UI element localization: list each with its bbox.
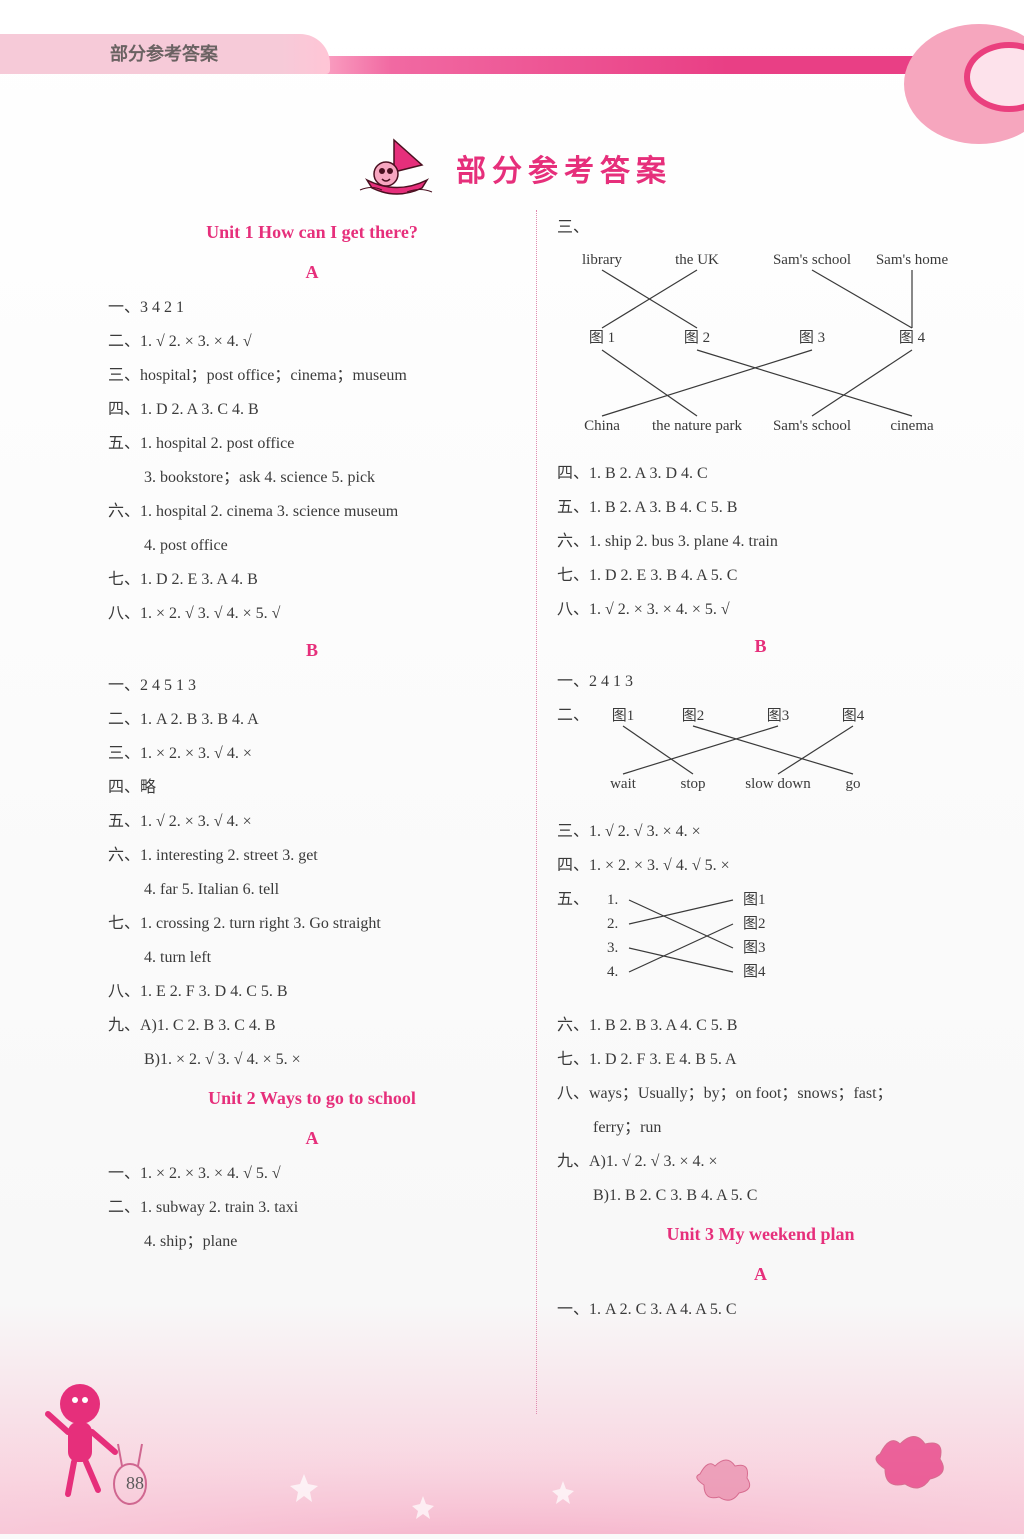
svg-text:图 2: 图 2 (684, 329, 710, 346)
match-diagram-3: 1. 2. 3. 4. 图1 图2 图3 图4 (593, 890, 793, 1002)
ans-line: 五、1. hospital 2. post office (108, 428, 516, 460)
ans-line: 二、1. subway 2. train 3. taxi (108, 1192, 516, 1224)
section-a2: A (108, 1120, 516, 1156)
svg-text:图1: 图1 (612, 707, 635, 724)
section-a3: A (557, 1256, 964, 1292)
ans-line: 九、A)1. C 2. B 3. C 4. B (108, 1010, 516, 1042)
ans-line: 八、1. √ 2. × 3. × 4. × 5. √ (557, 594, 964, 626)
svg-text:图 1: 图 1 (589, 329, 615, 346)
match-diagram-2: 图1 图2 图3 图4 wait stop slow down go (593, 706, 893, 808)
svg-text:Sam's home: Sam's home (876, 252, 949, 268)
ans-line: 六、1. interesting 2. street 3. get (108, 840, 516, 872)
section-a: A (108, 254, 516, 290)
left-column: Unit 1 How can I get there? A 一、3 4 2 1 … (108, 210, 536, 1414)
ans-line: 九、A)1. √ 2. √ 3. × 4. × (557, 1146, 964, 1178)
svg-text:stop: stop (681, 776, 706, 792)
unit1-title: Unit 1 How can I get there? (108, 214, 516, 250)
ans-line: 二、1. A 2. B 3. B 4. A (108, 704, 516, 736)
page-number: 88 (126, 1473, 144, 1494)
ans-line: 五、1. √ 2. × 3. √ 4. × (108, 806, 516, 838)
ans-line: 一、2 4 5 1 3 (108, 670, 516, 702)
ans-line: 四、略 (108, 772, 516, 804)
svg-text:slow down: slow down (745, 776, 811, 792)
svg-text:the UK: the UK (675, 252, 719, 268)
svg-text:图1: 图1 (743, 891, 766, 908)
section-b: B (108, 632, 516, 668)
ans-line: 六、1. hospital 2. cinema 3. science museu… (108, 496, 516, 528)
svg-text:图2: 图2 (682, 707, 705, 724)
svg-text:2.: 2. (607, 916, 618, 932)
ans-line: 四、1. B 2. A 3. D 4. C (557, 458, 964, 490)
svg-text:图4: 图4 (842, 707, 865, 724)
match-diagram-1: library the UK Sam's school Sam's home 图 1 图 … (557, 250, 964, 452)
unit3-title: Unit 3 My weekend plan (557, 1216, 964, 1252)
ans-line: ferry；run (557, 1112, 964, 1144)
svg-text:library: library (582, 252, 622, 268)
ans-line: 五、 (557, 891, 589, 908)
ans-line: 一、1. A 2. C 3. A 4. A 5. C (557, 1294, 964, 1326)
svg-text:Sam's school: Sam's school (773, 252, 851, 268)
header-bar: 部分参考答案 (0, 34, 1024, 80)
ans-line: 一、1. × 2. × 3. × 4. √ 5. √ (108, 1158, 516, 1190)
svg-text:图 4: 图 4 (899, 329, 926, 346)
ans-line: 四、1. × 2. × 3. √ 4. √ 5. × (557, 850, 964, 882)
ans-line: 一、2 4 1 3 (557, 666, 964, 698)
svg-text:cinema: cinema (890, 418, 934, 434)
svg-text:图2: 图2 (743, 915, 766, 932)
svg-text:go: go (846, 776, 861, 792)
svg-text:4.: 4. (607, 964, 618, 980)
svg-text:Sam's school: Sam's school (773, 418, 851, 434)
svg-text:图3: 图3 (767, 707, 790, 724)
section-b-right: B (557, 628, 964, 664)
ans-line: 七、1. crossing 2. turn right 3. Go straig… (108, 908, 516, 940)
ans-line: 七、1. D 2. E 3. A 4. B (108, 564, 516, 596)
main-title-wrap: 部分参考答案 (0, 130, 1024, 205)
svg-text:1.: 1. (607, 892, 618, 908)
ans-line: B)1. × 2. √ 3. √ 4. × 5. × (108, 1044, 516, 1076)
ans-line: 七、1. D 2. F 3. E 4. B 5. A (557, 1044, 964, 1076)
ans-line: 二、 (557, 707, 589, 724)
svg-text:wait: wait (610, 776, 637, 792)
ans-line: 六、1. ship 2. bus 3. plane 4. train (557, 526, 964, 558)
ans-line: B)1. B 2. C 3. B 4. A 5. C (557, 1180, 964, 1212)
ans-line: 三、1. × 2. × 3. √ 4. × (108, 738, 516, 770)
ans-line: 4. turn left (108, 942, 516, 974)
svg-text:China: China (584, 418, 620, 434)
header-circle-inner (964, 42, 1024, 112)
ans-line: 七、1. D 2. E 3. B 4. A 5. C (557, 560, 964, 592)
ship-icon (352, 130, 442, 205)
ans-line: 三、1. √ 2. √ 3. × 4. × (557, 816, 964, 848)
header-tab: 部分参考答案 (0, 34, 330, 74)
ans-line: 三、hospital；post office；cinema；museum (108, 360, 516, 392)
ans-line: 三、 (557, 212, 964, 244)
ans-line: 六、1. B 2. B 3. A 4. C 5. B (557, 1010, 964, 1042)
ans-line: 五、1. B 2. A 3. B 4. C 5. B (557, 492, 964, 524)
right-column: 三、 library the UK Sam's school Sam's home 图 … (536, 210, 964, 1414)
ans-line: 3. bookstore；ask 4. science 5. pick (108, 462, 516, 494)
ans-line: 二、1. √ 2. × 3. × 4. √ (108, 326, 516, 358)
svg-text:图4: 图4 (743, 963, 766, 980)
svg-text:图 3: 图 3 (799, 329, 825, 346)
svg-text:图3: 图3 (743, 939, 766, 956)
ans-line: 4. post office (108, 530, 516, 562)
svg-text:3.: 3. (607, 940, 618, 956)
ans-line: 四、1. D 2. A 3. C 4. B (108, 394, 516, 426)
main-title: 部分参考答案 (456, 146, 672, 190)
unit2-title: Unit 2 Ways to go to school (108, 1080, 516, 1116)
ans-line: 4. ship；plane (108, 1226, 516, 1258)
svg-text:the nature park: the nature park (652, 418, 742, 434)
content-columns: Unit 1 How can I get there? A 一、3 4 2 1 … (108, 210, 964, 1414)
ans-line: 一、3 4 2 1 (108, 292, 516, 324)
ans-line: 4. far 5. Italian 6. tell (108, 874, 516, 906)
ans-line: 八、1. × 2. √ 3. √ 4. × 5. √ (108, 598, 516, 630)
ans-line: 八、ways；Usually；by；on foot；snows；fast； (557, 1078, 964, 1110)
ans-line: 八、1. E 2. F 3. D 4. C 5. B (108, 976, 516, 1008)
